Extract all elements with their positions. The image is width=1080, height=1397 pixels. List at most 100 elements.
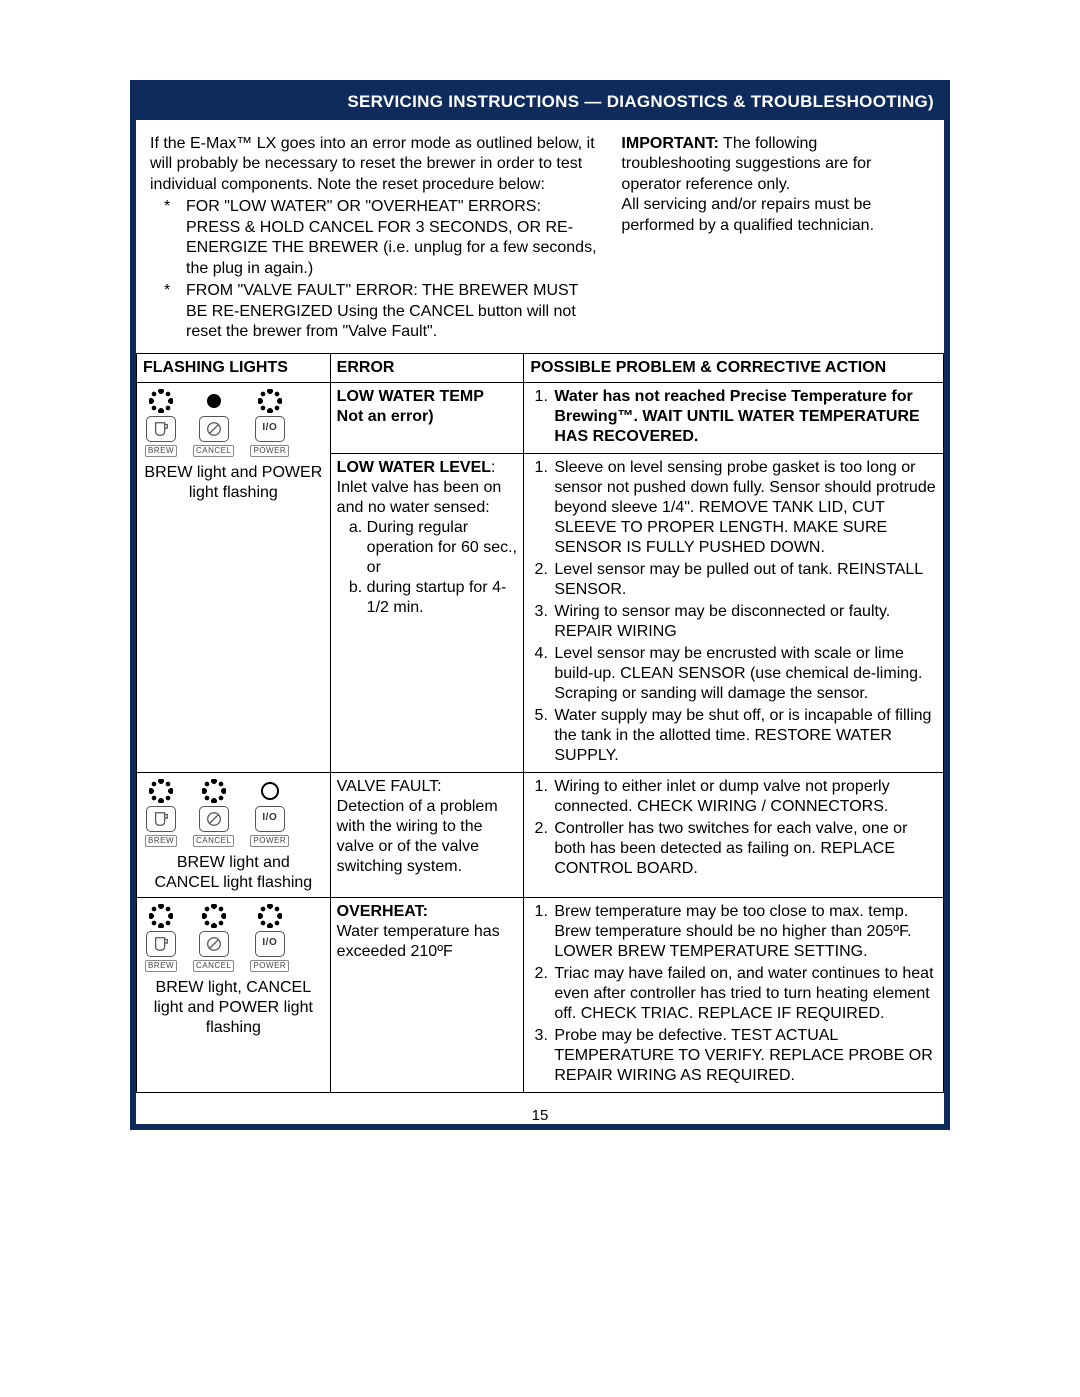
power-button-icon: I/O <box>255 806 285 832</box>
reset-bullets: FOR "LOW WATER" OR "OVERHEAT" ERRORS: PR… <box>150 197 597 342</box>
intro-left: If the E-Max™ LX goes into an error mode… <box>150 134 597 345</box>
table-row: BREW CANCEL I/O POWER <box>137 772 944 897</box>
intro-section: If the E-Max™ LX goes into an error mode… <box>136 120 944 353</box>
action-item: Water supply may be shut off, or is inca… <box>552 706 937 766</box>
error-sublist: During regular operation for 60 sec., or… <box>341 518 518 618</box>
sub-item-a: During regular operation for 60 sec., or <box>367 518 518 578</box>
error-body-2: Detection of a problem with the wiring t… <box>337 798 498 875</box>
power-button-icon: I/O <box>255 931 285 957</box>
light-flash-icon <box>149 389 173 413</box>
lights-desc-2: BREW light and CANCEL light flashing <box>143 853 324 893</box>
action-text: Water has not reached Precise Temperatur… <box>554 388 919 445</box>
indicator-row: BREW CANCEL I/O POWER <box>145 389 324 457</box>
lights-cell-2: BREW CANCEL I/O POWER <box>137 772 331 897</box>
error-sub-1a: Not an error) <box>337 408 434 425</box>
error-title-3: OVERHEAT: <box>337 903 428 920</box>
brew-button-icon <box>146 806 176 832</box>
action-cell-3: Brew temperature may be too close to max… <box>524 897 944 1092</box>
brew-label: BREW <box>145 835 177 847</box>
indicator-row: BREW CANCEL I/O POWER <box>145 904 324 972</box>
brew-button-icon <box>146 931 176 957</box>
important-label: IMPORTANT: <box>621 135 718 152</box>
action-item: Wiring to sensor may be disconnected or … <box>552 602 937 642</box>
action-item: Level sensor may be encrusted with scale… <box>552 644 937 704</box>
page-number: 15 <box>136 1107 944 1124</box>
lights-cell-3: BREW CANCEL I/O POWER <box>137 897 331 1092</box>
brew-label: BREW <box>145 445 177 457</box>
light-flash-icon <box>149 779 173 803</box>
col-error: ERROR <box>330 353 524 382</box>
light-solid-icon <box>202 389 226 413</box>
brew-label: BREW <box>145 960 177 972</box>
cancel-button-icon <box>199 416 229 442</box>
action-item: Controller has two switches for each val… <box>552 819 937 879</box>
sub-item-b: during startup for 4-1/2 min. <box>367 578 518 618</box>
error-title-1a: LOW WATER TEMP <box>337 388 484 405</box>
error-cell-3: OVERHEAT: Water temperature has exceeded… <box>330 897 524 1092</box>
action-item: Probe may be defective. TEST ACTUAL TEMP… <box>552 1026 937 1086</box>
action-list: Wiring to either inlet or dump valve not… <box>534 777 937 879</box>
action-item: Wiring to either inlet or dump valve not… <box>552 777 937 817</box>
col-action: POSSIBLE PROBLEM & CORRECTIVE ACTION <box>524 353 944 382</box>
troubleshooting-table: FLASHING LIGHTS ERROR POSSIBLE PROBLEM &… <box>136 353 944 1093</box>
error-cell-2: VALVE FAULT: Detection of a problem with… <box>330 772 524 897</box>
power-indicator: I/O POWER <box>250 389 289 457</box>
power-indicator: I/O POWER <box>250 904 289 972</box>
error-cell-1a: LOW WATER TEMP Not an error) <box>330 382 524 453</box>
error-cell-1b: LOW WATER LEVEL: Inlet valve has been on… <box>330 453 524 772</box>
light-flash-icon <box>258 904 282 928</box>
power-label: POWER <box>250 835 289 847</box>
indicator-row: BREW CANCEL I/O POWER <box>145 779 324 847</box>
lights-desc-1: BREW light and POWER light flashing <box>143 463 324 503</box>
intro-right: IMPORTANT: The following troubleshooting… <box>621 134 930 345</box>
action-cell-1a: Water has not reached Precise Temperatur… <box>524 382 944 453</box>
cancel-label: CANCEL <box>193 960 234 972</box>
cancel-button-icon <box>199 931 229 957</box>
table-header-row: FLASHING LIGHTS ERROR POSSIBLE PROBLEM &… <box>137 353 944 382</box>
cancel-label: CANCEL <box>193 445 234 457</box>
error-body-3: Water temperature has exceeded 210ºF <box>337 923 500 960</box>
lights-desc-3: BREW light, CANCEL light and POWER light… <box>143 978 324 1038</box>
power-indicator: I/O POWER <box>250 779 289 847</box>
action-item: Triac may have failed on, and water cont… <box>552 964 937 1024</box>
cancel-indicator: CANCEL <box>193 779 234 847</box>
bullet-low-water: FOR "LOW WATER" OR "OVERHEAT" ERRORS: PR… <box>186 197 597 279</box>
error-title-2: VALVE FAULT: <box>337 778 442 795</box>
bullet-valve-fault: FROM "VALVE FAULT" ERROR: THE BREWER MUS… <box>186 281 597 342</box>
power-button-icon: I/O <box>255 416 285 442</box>
action-list: Brew temperature may be too close to max… <box>534 902 937 1086</box>
light-flash-icon <box>149 904 173 928</box>
cancel-indicator: CANCEL <box>193 389 234 457</box>
power-label: POWER <box>250 445 289 457</box>
action-cell-2: Wiring to either inlet or dump valve not… <box>524 772 944 897</box>
brew-button-icon <box>146 416 176 442</box>
action-item: Level sensor may be pulled out of tank. … <box>552 560 937 600</box>
action-item: Brew temperature may be too close to max… <box>552 902 937 962</box>
important-note: IMPORTANT: The following troubleshooting… <box>621 134 930 195</box>
brew-indicator: BREW <box>145 779 177 847</box>
lights-cell-1: BREW CANCEL I/O POWER <box>137 382 331 772</box>
light-flash-icon <box>202 904 226 928</box>
error-title-1b: LOW WATER LEVEL <box>337 459 491 476</box>
brew-indicator: BREW <box>145 904 177 972</box>
cancel-label: CANCEL <box>193 835 234 847</box>
action-list: Water has not reached Precise Temperatur… <box>534 387 937 447</box>
light-flash-icon <box>202 779 226 803</box>
content-frame: SERVICING INSTRUCTIONS — DIAGNOSTICS & T… <box>130 80 950 1130</box>
action-list: Sleeve on level sensing probe gasket is … <box>534 458 937 766</box>
manual-page: SERVICING INSTRUCTIONS — DIAGNOSTICS & T… <box>0 0 1080 1170</box>
light-flash-icon <box>258 389 282 413</box>
brew-indicator: BREW <box>145 389 177 457</box>
action-item: Water has not reached Precise Temperatur… <box>552 387 937 447</box>
section-banner: SERVICING INSTRUCTIONS — DIAGNOSTICS & T… <box>136 86 944 120</box>
power-label: POWER <box>250 960 289 972</box>
light-ring-icon <box>258 779 282 803</box>
action-item: Sleeve on level sensing probe gasket is … <box>552 458 937 558</box>
table-row: BREW CANCEL I/O POWER <box>137 382 944 453</box>
table-row: BREW CANCEL I/O POWER <box>137 897 944 1092</box>
action-cell-1b: Sleeve on level sensing probe gasket is … <box>524 453 944 772</box>
col-flashing-lights: FLASHING LIGHTS <box>137 353 331 382</box>
intro-para: If the E-Max™ LX goes into an error mode… <box>150 135 595 193</box>
servicing-note: All servicing and/or repairs must be per… <box>621 195 930 236</box>
cancel-button-icon <box>199 806 229 832</box>
